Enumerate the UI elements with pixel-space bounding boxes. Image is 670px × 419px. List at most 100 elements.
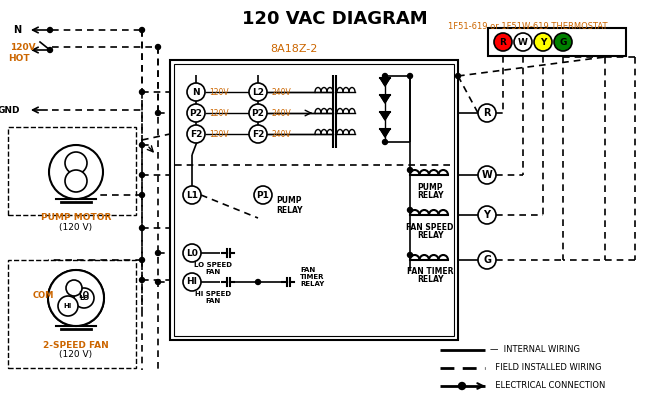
Text: HOT: HOT [8, 54, 29, 62]
Circle shape [514, 33, 532, 51]
Text: FAN: FAN [206, 269, 220, 275]
Text: L0: L0 [186, 248, 198, 258]
Circle shape [139, 258, 145, 262]
Circle shape [49, 145, 103, 199]
Circle shape [57, 293, 79, 315]
Text: Y: Y [540, 37, 546, 47]
Circle shape [139, 142, 145, 147]
Text: P2: P2 [190, 109, 202, 117]
Text: N: N [13, 25, 21, 35]
Circle shape [155, 279, 161, 285]
Circle shape [249, 83, 267, 101]
Circle shape [407, 73, 413, 78]
Circle shape [73, 285, 95, 307]
Text: TIMER: TIMER [300, 274, 324, 280]
Text: 240V: 240V [271, 129, 291, 139]
Text: FAN: FAN [300, 267, 316, 273]
Text: FIELD INSTALLED WIRING: FIELD INSTALLED WIRING [490, 364, 602, 372]
Text: N: N [192, 88, 200, 96]
Polygon shape [380, 95, 390, 103]
Text: RELAY: RELAY [300, 281, 324, 287]
Text: PUMP MOTOR: PUMP MOTOR [41, 212, 111, 222]
Text: RELAY: RELAY [417, 191, 444, 199]
Circle shape [155, 251, 161, 256]
Bar [488, 28, 626, 56]
Circle shape [183, 273, 201, 291]
Circle shape [554, 33, 572, 51]
Text: W: W [518, 37, 528, 47]
Circle shape [48, 270, 104, 326]
Text: PUMP: PUMP [276, 196, 302, 204]
Text: COM: COM [33, 292, 54, 300]
Text: L1: L1 [186, 191, 198, 199]
Text: (120 V): (120 V) [60, 222, 92, 232]
Text: R: R [500, 37, 507, 47]
Text: P1: P1 [257, 191, 269, 199]
Circle shape [494, 33, 512, 51]
Circle shape [383, 73, 387, 78]
Text: (120 V): (120 V) [60, 351, 92, 360]
Circle shape [48, 28, 52, 33]
Bar [170, 60, 458, 340]
Text: FAN: FAN [206, 298, 220, 304]
Circle shape [155, 111, 161, 116]
Circle shape [478, 206, 496, 224]
Text: F2: F2 [252, 129, 264, 139]
Circle shape [478, 104, 496, 122]
Text: 240V: 240V [271, 88, 291, 96]
Circle shape [48, 47, 52, 52]
Text: GND: GND [0, 106, 20, 114]
Text: FAN TIMER: FAN TIMER [407, 267, 453, 277]
Circle shape [407, 253, 413, 258]
Text: —  INTERNAL WIRING: — INTERNAL WIRING [490, 346, 580, 354]
Text: 120V: 120V [10, 42, 36, 52]
Text: 1F51-619 or 1F51W-619 THERMOSTAT: 1F51-619 or 1F51W-619 THERMOSTAT [448, 22, 608, 31]
Bar [174, 64, 454, 336]
Circle shape [407, 207, 413, 212]
Text: R: R [483, 108, 490, 118]
Circle shape [255, 279, 261, 285]
Circle shape [249, 104, 267, 122]
Circle shape [139, 173, 145, 178]
Text: P2: P2 [251, 109, 265, 117]
Circle shape [187, 125, 205, 143]
Polygon shape [380, 129, 390, 137]
Text: HI: HI [186, 277, 198, 287]
Text: PUMP: PUMP [417, 183, 443, 191]
Circle shape [407, 168, 413, 173]
Text: LO SPEED: LO SPEED [194, 262, 232, 268]
Circle shape [69, 276, 87, 294]
Circle shape [139, 28, 145, 33]
Circle shape [74, 288, 94, 308]
Text: ELECTRICAL CONNECTION: ELECTRICAL CONNECTION [490, 382, 606, 391]
Circle shape [534, 33, 552, 51]
Bar [8, 127, 136, 215]
Text: LO: LO [78, 292, 90, 300]
Text: LO: LO [79, 295, 89, 301]
Text: 8A18Z-2: 8A18Z-2 [270, 44, 318, 54]
Text: HI: HI [64, 303, 72, 309]
Circle shape [183, 244, 201, 262]
Circle shape [65, 152, 87, 174]
Text: FAN SPEED: FAN SPEED [406, 222, 454, 232]
Circle shape [139, 277, 145, 282]
Bar [8, 260, 136, 368]
Circle shape [58, 296, 78, 316]
Circle shape [458, 383, 466, 390]
Text: RELAY: RELAY [417, 276, 444, 285]
Text: F2: F2 [190, 129, 202, 139]
Text: RELAY: RELAY [276, 205, 302, 215]
Text: RELAY: RELAY [417, 230, 444, 240]
Circle shape [65, 170, 87, 192]
Circle shape [478, 251, 496, 269]
Text: G: G [483, 255, 491, 265]
Polygon shape [380, 112, 390, 120]
Polygon shape [380, 78, 390, 86]
Text: G: G [559, 37, 567, 47]
Circle shape [478, 166, 496, 184]
Circle shape [139, 192, 145, 197]
Text: 2-SPEED FAN: 2-SPEED FAN [43, 341, 109, 349]
Circle shape [254, 186, 272, 204]
Text: 240V: 240V [271, 109, 291, 117]
Circle shape [187, 83, 205, 101]
